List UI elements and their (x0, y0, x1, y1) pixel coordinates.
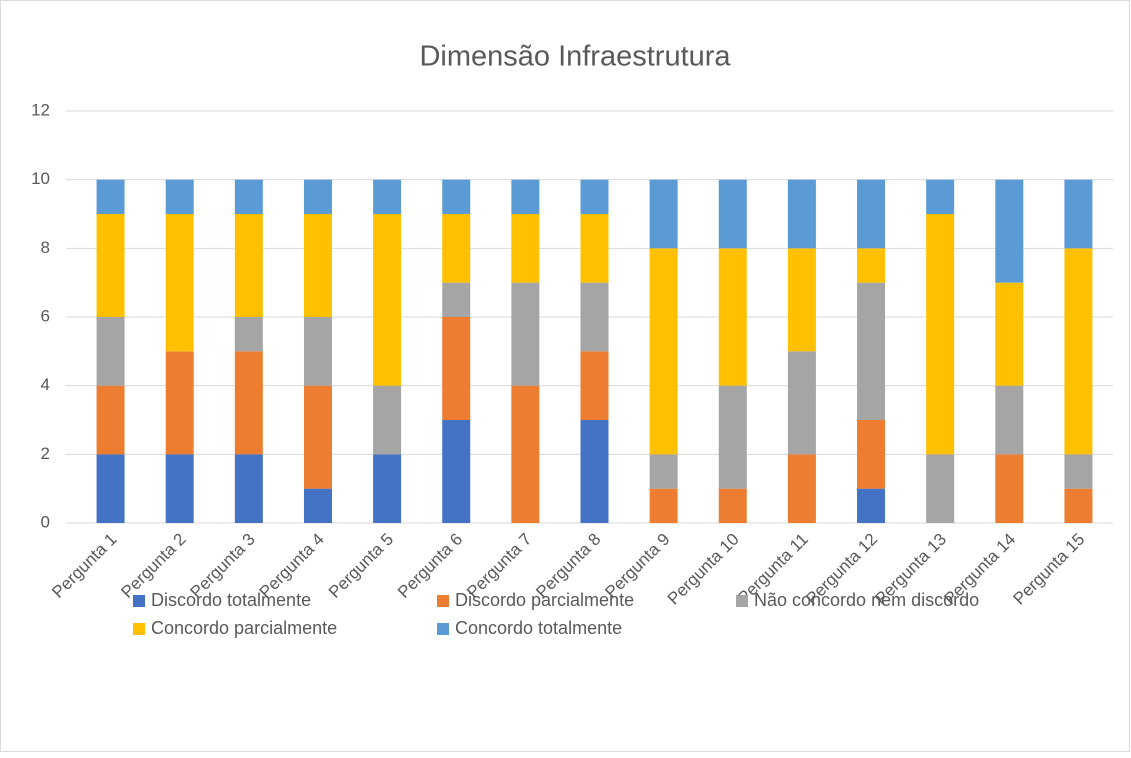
bar-segment (96, 454, 125, 523)
y-tick-label: 4 (41, 375, 50, 394)
bar-segment (857, 179, 886, 249)
chart-title: Dimensão Infraestrutura (419, 41, 731, 73)
bar-segment (580, 214, 609, 283)
bar-segment (303, 385, 332, 489)
bar-segment (511, 385, 540, 523)
bar-segment (857, 248, 886, 283)
bar-segment (1064, 179, 1093, 249)
bar-segment (234, 351, 263, 455)
bar-segment (303, 179, 332, 214)
bar-segment (1064, 488, 1093, 523)
bar-segment (718, 248, 747, 386)
bar-segment (442, 317, 471, 420)
bar-segment (787, 351, 816, 455)
bar-segment (234, 317, 263, 352)
bar-segment (165, 179, 194, 214)
bar-segment (96, 214, 125, 317)
bar-segment (787, 248, 816, 352)
legend-swatch (133, 623, 145, 635)
bar-segment (303, 317, 332, 386)
legend-swatch (133, 595, 145, 607)
bar-segment (165, 454, 194, 523)
bar-segment (995, 282, 1024, 386)
legend-label: Discordo totalmente (151, 590, 311, 610)
bar-segment (580, 351, 609, 420)
bar-segment (649, 488, 678, 523)
bar-segment (303, 214, 332, 317)
legend-label: Discordo parcialmente (455, 590, 634, 610)
bar-segment (718, 385, 747, 489)
legend-swatch (437, 623, 449, 635)
bar-segment (649, 179, 678, 249)
legend-label: Concordo parcialmente (151, 618, 337, 638)
bar-segment (995, 454, 1024, 523)
bar-segment (649, 248, 678, 455)
bar-segment (373, 214, 402, 386)
bar-segment (442, 214, 471, 283)
legend-label: Não concordo nem discordo (754, 590, 979, 610)
bar-segment (373, 179, 402, 214)
bar-segment (96, 179, 125, 214)
bar-segment (511, 179, 540, 214)
y-tick-label: 2 (41, 444, 50, 463)
bar-segment (442, 282, 471, 317)
bar-segment (857, 282, 886, 420)
y-tick-label: 6 (41, 306, 50, 325)
bar-segment (1064, 248, 1093, 455)
y-tick-label: 12 (31, 100, 50, 119)
bar-segment (1064, 454, 1093, 489)
bar-segment (926, 454, 955, 523)
bar-segment (234, 454, 263, 523)
bar-segment (165, 351, 194, 455)
legend-swatch (437, 595, 449, 607)
bar-segment (373, 454, 402, 523)
bar-segment (511, 214, 540, 283)
bar-segment (580, 179, 609, 214)
legend-swatch (736, 595, 748, 607)
bar-segment (442, 420, 471, 523)
y-tick-label: 0 (41, 512, 50, 531)
bar-segment (442, 179, 471, 214)
bar-segment (373, 385, 402, 455)
bar-segment (995, 179, 1024, 283)
bar-segment (165, 214, 194, 352)
bar-segment (926, 179, 955, 214)
bar-segment (96, 317, 125, 386)
bar-segment (234, 179, 263, 214)
bar-segment (580, 282, 609, 352)
bar-segment (96, 385, 125, 455)
bar-segment (787, 454, 816, 523)
bar-segment (787, 179, 816, 249)
bar-segment (718, 179, 747, 249)
bar-segment (718, 488, 747, 523)
bar-segment (926, 214, 955, 455)
bar-segment (649, 454, 678, 489)
bar-segment (303, 488, 332, 523)
bar-segment (511, 282, 540, 386)
legend-label: Concordo totalmente (455, 618, 622, 638)
bar-segment (580, 420, 609, 523)
bar-segment (857, 420, 886, 489)
bar-segment (234, 214, 263, 317)
y-tick-label: 10 (31, 169, 50, 188)
bar-segment (857, 488, 886, 523)
bar-segment (995, 385, 1024, 455)
y-tick-label: 8 (41, 238, 50, 257)
